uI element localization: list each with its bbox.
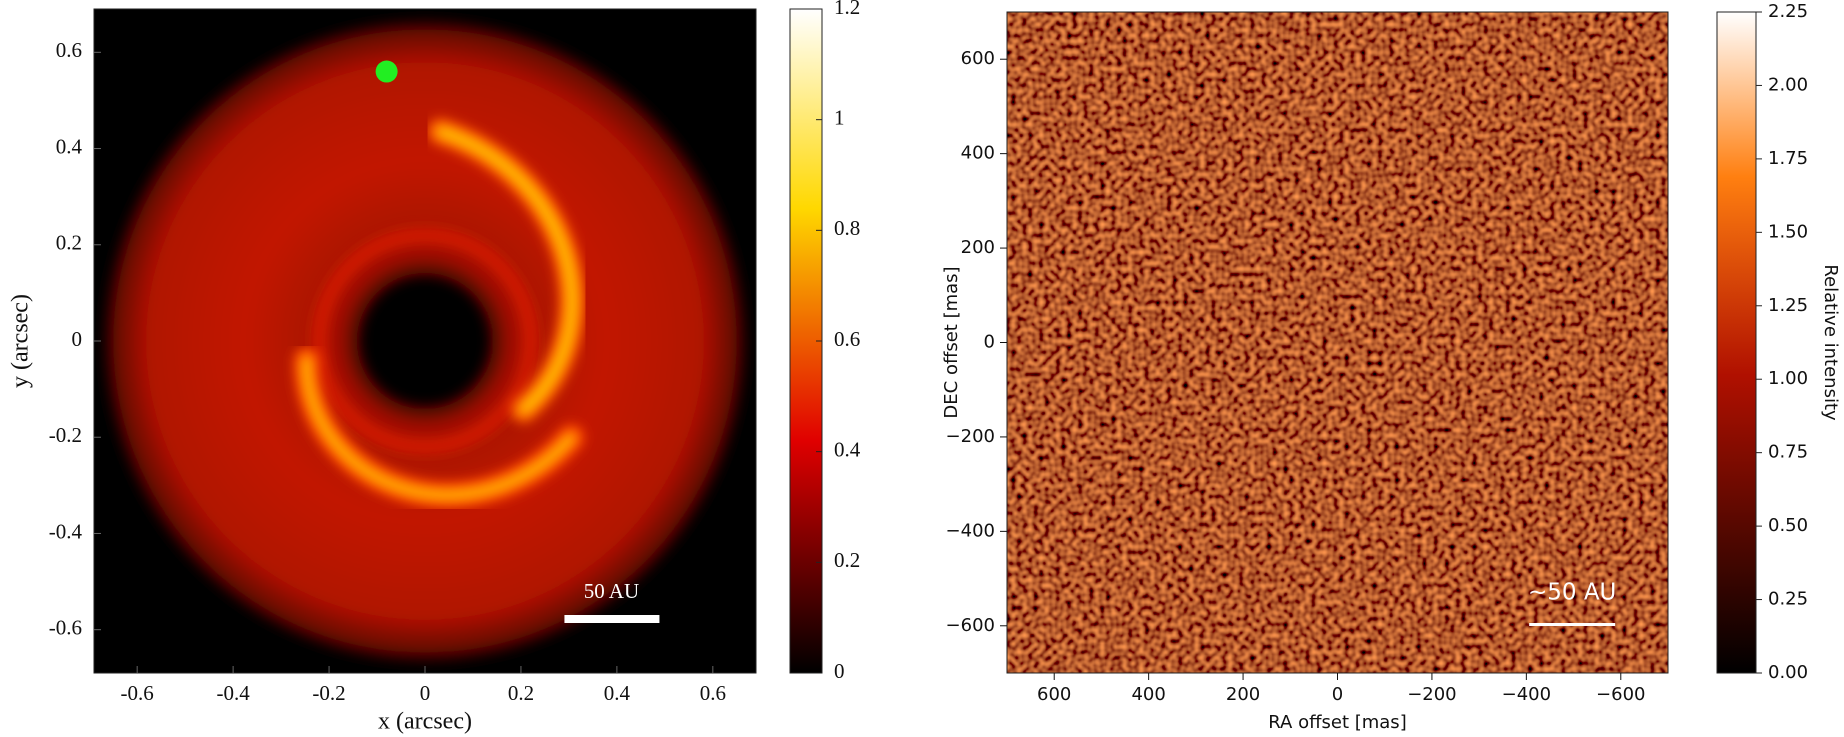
colorbar-tick-label: 1.00: [1768, 368, 1808, 389]
panel: 50 AU -0.6 -0.4 -0.2 0 0.2 0.4 0.6 -0.6 -0.4 -0.2 0…: [8, 0, 861, 735]
colorbar-tick-label: 0.00: [1768, 662, 1808, 683]
y-tick-label: 0.6: [56, 38, 82, 62]
panel: ~50 AU 600 400 200 0 −200 −400 −600 −600 −400 −200…: [941, 1, 1841, 733]
y-tick-label: 200: [961, 237, 995, 258]
x-tick-label: −400: [1502, 684, 1551, 705]
y-axis-label: DEC offset [mas]: [941, 266, 962, 418]
colorbar-tick-label: 2.25: [1768, 1, 1808, 22]
colorbar-tick-label: 0.75: [1768, 442, 1808, 463]
colorbar-tick-label: 1.25: [1768, 295, 1808, 316]
x-tick-label: 0: [1332, 684, 1343, 705]
colorbar: [1716, 11, 1757, 674]
x-tick-label: −600: [1596, 684, 1645, 705]
spiral-arm: [435, 126, 578, 415]
scale-bar-label: ~50 AU: [1528, 580, 1616, 606]
y-tick-label: -0.2: [49, 423, 82, 447]
x-tick-label: 0.4: [604, 681, 631, 705]
y-tick-label: −400: [946, 520, 995, 541]
colorbar-label: Relative intensity: [1820, 264, 1841, 421]
x-axis-label: RA offset [mas]: [1268, 712, 1406, 733]
spiral-arm: [302, 355, 576, 500]
colorbar-tick-label: 1.2: [834, 0, 860, 19]
colorbar-tick-label: 1.75: [1768, 148, 1808, 169]
x-tick-label: 600: [1037, 684, 1071, 705]
y-tick-label: 0: [72, 327, 83, 351]
y-tick-label: -0.6: [49, 616, 82, 640]
colorbar-tick-label: 0.6: [834, 327, 860, 351]
inner-ring: [311, 227, 539, 455]
x-tick-label: -0.4: [216, 681, 250, 705]
x-axis-label: x (arcsec): [378, 709, 472, 735]
planet-marker: [375, 60, 398, 83]
y-tick-label: 0: [984, 332, 995, 353]
y-tick-label: −200: [946, 426, 995, 447]
x-tick-label: 200: [1226, 684, 1260, 705]
y-tick-label: −600: [946, 615, 995, 636]
x-tick-label: 0: [420, 681, 431, 705]
x-tick-label: -0.2: [312, 681, 345, 705]
cavity: [357, 273, 493, 409]
y-tick-label: 0.2: [56, 231, 82, 255]
colorbar-tick-label: 0.2: [834, 548, 860, 572]
scale-bar-label: 50 AU: [584, 579, 639, 603]
colorbar-tick-label: 0.8: [834, 216, 860, 240]
image: [1007, 12, 1668, 673]
colorbar-tick-label: 0.25: [1768, 589, 1808, 610]
colorbar-tick-label: 0.4: [834, 437, 861, 461]
x-tick-label: −200: [1407, 684, 1456, 705]
colorbar-tick-label: 0: [834, 659, 845, 683]
colorbar-tick-label: 2.00: [1768, 74, 1808, 95]
x-tick-label: -0.6: [121, 681, 154, 705]
scale-bar: [564, 615, 660, 623]
scale-bar: [1529, 623, 1616, 626]
colorbar-tick-label: 1.50: [1768, 221, 1808, 242]
colorbar-tick-label: 0.50: [1768, 515, 1808, 536]
colorbar-tick-label: 1: [834, 105, 845, 129]
y-tick-label: 0.4: [56, 134, 83, 158]
x-tick-label: 0.6: [700, 681, 726, 705]
image: [94, 9, 756, 673]
y-axis-label: y (arcsec): [8, 294, 34, 388]
y-tick-label: 400: [961, 143, 995, 164]
y-tick-label: -0.4: [49, 519, 83, 543]
y-tick-label: 600: [961, 48, 995, 69]
x-tick-label: 0.2: [508, 681, 534, 705]
x-tick-label: 400: [1131, 684, 1165, 705]
